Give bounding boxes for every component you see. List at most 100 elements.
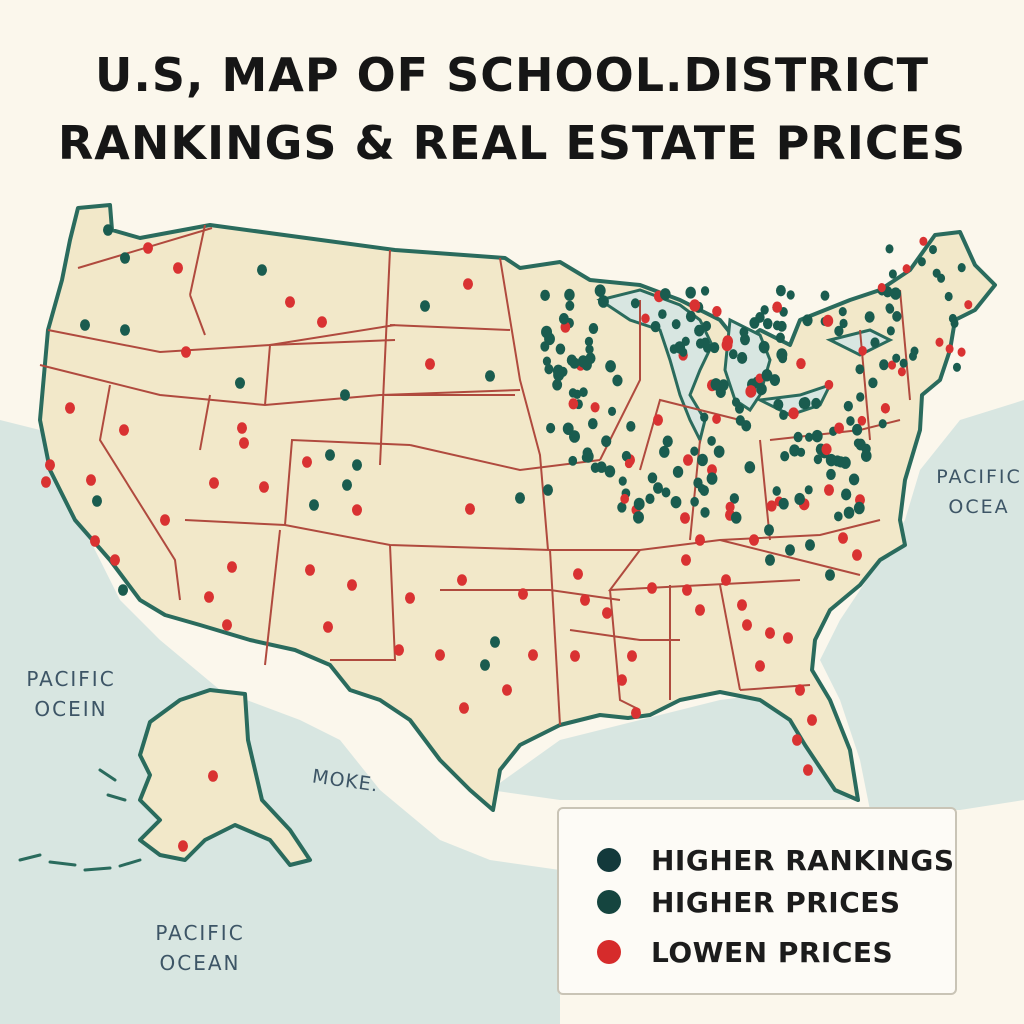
lower-price-marker (888, 360, 897, 370)
higher-ranking-marker (120, 324, 130, 336)
lower-price-marker (631, 707, 641, 719)
lower-price-marker (143, 242, 153, 254)
higher-ranking-marker (650, 320, 661, 333)
higher-ranking-marker (840, 488, 852, 501)
lower-price-marker (86, 474, 96, 486)
higher-ranking-marker (826, 468, 836, 480)
lower-price-marker (457, 574, 467, 586)
higher-ranking-marker (342, 479, 352, 491)
higher-ranking-marker (647, 472, 658, 484)
higher-ranking-marker (617, 502, 627, 513)
lower-price-marker (919, 236, 928, 246)
higher-ranking-marker (710, 378, 722, 391)
lower-price-marker (964, 300, 973, 310)
higher-ranking-marker (325, 449, 335, 461)
higher-ranking-marker (765, 554, 775, 566)
higher-ranking-marker (630, 298, 640, 309)
higher-ranking-marker (584, 336, 594, 347)
lower-price-marker (239, 437, 249, 449)
higher-ranking-marker (932, 268, 941, 278)
higher-ranking-marker (596, 461, 607, 473)
ocean-label-south: PACIFIC OCEAN (155, 921, 245, 975)
lower-price-marker (803, 764, 813, 776)
higher-ranking-marker (605, 360, 616, 373)
higher-ranking-marker (662, 435, 673, 448)
legend-item-higher-rankings: HIGHER RANKINGS (597, 843, 955, 877)
lower-price-marker (178, 840, 188, 852)
higher-ranking-marker (834, 325, 844, 337)
lower-price-marker (689, 299, 701, 312)
higher-ranking-marker (588, 323, 599, 334)
higher-ranking-marker (659, 445, 670, 458)
higher-ranking-marker (885, 244, 894, 254)
higher-ranking-marker (552, 379, 563, 391)
higher-ranking-marker (879, 359, 889, 371)
higher-ranking-marker (759, 343, 769, 354)
higher-ranking-marker (848, 473, 860, 486)
lower-price-marker (259, 481, 269, 493)
lower-price-marker (435, 649, 445, 661)
legend-label-higher-rankings: HIGHER RANKINGS (651, 843, 955, 877)
higher-ranking-marker (797, 447, 806, 457)
higher-ranking-marker (802, 314, 813, 327)
higher-ranking-marker (793, 431, 803, 443)
higher-ranking-marker (633, 497, 645, 511)
lower-price-marker (897, 367, 906, 377)
higher-ranking-marker (582, 447, 593, 459)
lower-price-marker (181, 346, 191, 358)
higher-ranking-marker (633, 511, 644, 524)
higher-ranking-marker (103, 224, 113, 236)
higher-ranking-marker (653, 482, 663, 494)
higher-ranking-marker (120, 252, 130, 264)
higher-ranking-marker (585, 344, 594, 355)
higher-ranking-marker (773, 398, 784, 411)
higher-ranking-marker (899, 358, 908, 368)
lower-price-marker (680, 512, 690, 524)
lower-price-marker (204, 591, 214, 603)
lower-price-marker (528, 649, 538, 661)
lower-price-marker (617, 674, 627, 686)
legend-dot-lower-prices (597, 940, 621, 964)
higher-ranking-marker (892, 353, 901, 363)
higher-ranking-marker (769, 374, 781, 386)
map-title-line-2: RANKINGS & REAL ESTATE PRICES (57, 116, 967, 170)
lower-price-marker (285, 296, 295, 308)
lower-price-marker (957, 347, 966, 357)
higher-ranking-marker (870, 337, 880, 348)
legend-dot-higher-rankings (597, 848, 621, 872)
lower-price-marker (858, 345, 867, 356)
higher-ranking-marker (736, 352, 748, 364)
higher-ranking-marker (729, 493, 739, 504)
higher-ranking-marker (772, 320, 782, 331)
legend-label-higher-prices: HIGHER PRICES (651, 885, 901, 919)
lower-price-marker (712, 305, 722, 317)
higher-ranking-marker (744, 461, 756, 474)
lower-price-marker (352, 504, 362, 516)
lower-price-marker (742, 619, 752, 631)
higher-ranking-marker (568, 455, 578, 466)
higher-ranking-marker (789, 444, 799, 455)
higher-ranking-marker (597, 295, 609, 308)
higher-ranking-marker (661, 487, 671, 498)
higher-ranking-marker (728, 349, 738, 360)
lower-price-marker (305, 564, 315, 576)
higher-ranking-marker (608, 406, 617, 417)
higher-ranking-marker (785, 544, 795, 556)
higher-ranking-marker (257, 264, 267, 276)
higher-ranking-marker (485, 370, 495, 382)
higher-ranking-marker (555, 343, 566, 355)
higher-ranking-marker (670, 495, 682, 509)
higher-ranking-marker (761, 369, 773, 382)
higher-ranking-marker (552, 364, 564, 378)
higher-ranking-marker (601, 435, 612, 448)
legend-label-lower-prices: LOWEN PRICES (651, 935, 894, 969)
ocean-label-east: PACIFIC OCEA (936, 466, 1022, 518)
lower-price-marker (765, 627, 775, 639)
lower-price-marker (695, 534, 705, 546)
lower-price-marker (160, 514, 170, 526)
higher-ranking-marker (672, 465, 684, 478)
lower-price-marker (463, 278, 473, 290)
lower-price-marker (653, 414, 663, 426)
lower-price-marker (425, 358, 435, 370)
higher-ranking-marker (799, 397, 811, 410)
